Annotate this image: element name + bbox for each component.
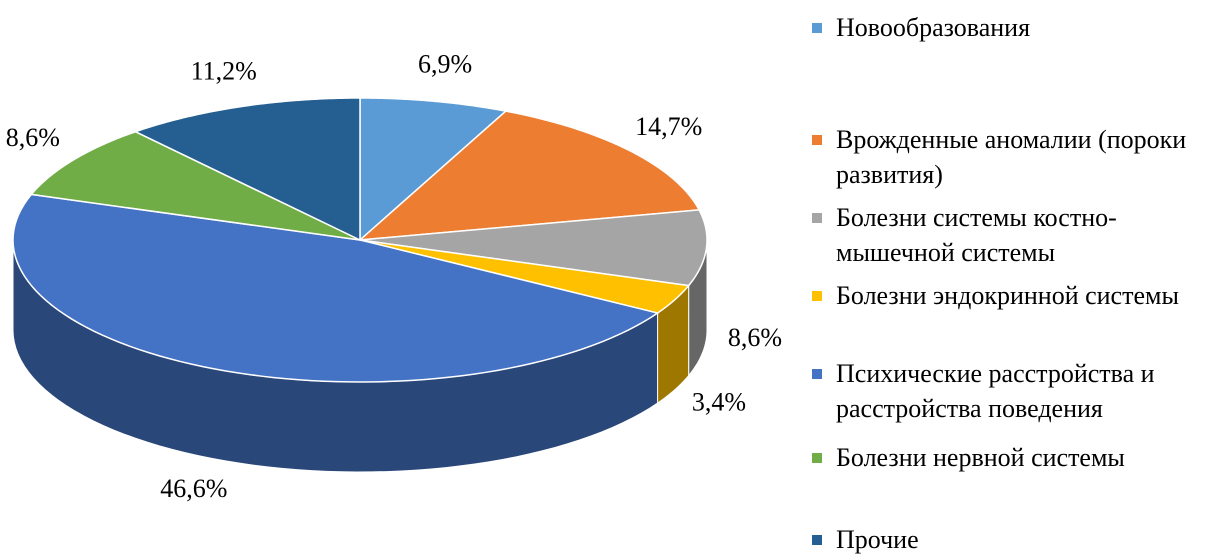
legend-swatch [812, 135, 822, 145]
data-label: 3,4% [692, 388, 746, 417]
legend-label: Болезни нервной системы [836, 443, 1125, 472]
legend-label: Врожденные аномалии (пороки развития) [836, 125, 1187, 189]
chart: 6,9% 14,7% 8,6% 3,4% 46,6% 8,6% 11,2% [6, 50, 782, 503]
data-label: 14,7% [635, 112, 702, 141]
slice [357, 110, 701, 241]
slice [359, 97, 508, 242]
legend-swatch [812, 23, 822, 33]
legend-swatch [812, 213, 822, 223]
legend-item: Психические расстройства и расстройства … [812, 356, 1202, 426]
legend-swatch [812, 291, 822, 301]
data-label: 46,6% [160, 474, 227, 503]
legend-item: Болезни нервной системы [812, 440, 1202, 475]
legend-label: Болезни эндокринной системы [836, 281, 1179, 310]
legend-label: Новообразования [836, 13, 1031, 42]
legend-item: Болезни системы костно-мышечной системы [812, 200, 1202, 270]
legend-item: Прочие [812, 522, 1202, 557]
legend-item: Врожденные аномалии (пороки развития) [812, 122, 1202, 192]
data-label: 8,6% [728, 323, 782, 352]
slice [359, 209, 708, 287]
slice [12, 193, 660, 383]
legend-label: Болезни системы костно-мышечной системы [836, 203, 1117, 267]
legend-item: Болезни эндокринной системы [812, 278, 1202, 313]
legend-swatch [812, 369, 822, 379]
slice [29, 130, 361, 241]
legend-swatch [812, 535, 822, 545]
legend-label: Психические расстройства и расстройства … [836, 359, 1155, 423]
legend-swatch [812, 453, 822, 463]
slice [133, 97, 361, 242]
data-label: 6,9% [418, 50, 472, 79]
legend-label: Прочие [836, 525, 919, 554]
data-label: 8,6% [6, 123, 60, 152]
slice [359, 239, 691, 314]
legend-item: Новообразования [812, 10, 1202, 45]
data-label: 11,2% [191, 56, 257, 85]
